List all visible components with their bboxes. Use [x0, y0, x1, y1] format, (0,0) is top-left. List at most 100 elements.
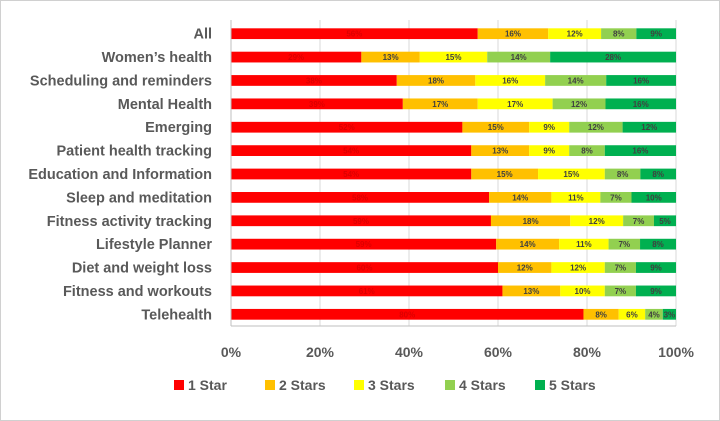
data-label: 12%: [589, 217, 605, 226]
bar-segment: [559, 238, 609, 250]
data-label: 8%: [581, 147, 593, 156]
data-label: 18%: [428, 76, 444, 85]
bar-segment: [489, 192, 552, 203]
bar-segment: [605, 98, 676, 110]
bar-segment: [498, 262, 552, 273]
bar-segment: [608, 238, 641, 250]
legend-label: 1 Star: [188, 377, 227, 393]
data-label: 12%: [571, 100, 587, 109]
bar-segment: [231, 308, 584, 320]
data-label: 29%: [288, 53, 304, 62]
data-label: 15%: [445, 53, 461, 62]
data-label: 8%: [595, 310, 607, 319]
data-label: 17%: [507, 100, 523, 109]
category-label: Scheduling and reminders: [30, 73, 212, 89]
data-label: 9%: [543, 147, 555, 156]
data-label: 13%: [383, 53, 399, 62]
data-label: 18%: [523, 217, 539, 226]
bar-segment: [600, 192, 632, 203]
data-label: 15%: [497, 170, 513, 179]
bar-segment: [606, 75, 676, 86]
data-label: 12%: [517, 264, 533, 273]
legend-swatch: [265, 380, 275, 390]
bar-segment: [231, 145, 472, 156]
data-label: 15%: [488, 123, 504, 132]
bar-segment: [490, 215, 571, 227]
data-label: 17%: [432, 100, 448, 109]
bar-segment: [471, 168, 539, 180]
data-label: 58%: [352, 193, 368, 202]
bar-segment: [529, 121, 570, 133]
category-label: Lifestyle Planner: [96, 237, 212, 253]
category-label: Education and Information: [28, 167, 212, 183]
bar-segment: [545, 75, 607, 86]
data-label: 16%: [633, 100, 649, 109]
bar-segment: [231, 192, 490, 203]
x-tick-label: 40%: [395, 344, 424, 360]
data-label: 13%: [523, 287, 539, 296]
data-label: 60%: [356, 264, 372, 273]
bar-segment: [231, 28, 478, 40]
bar-segment: [231, 285, 503, 297]
bar-segment: [601, 28, 637, 40]
bar-segment: [529, 145, 570, 156]
bar-segment: [231, 215, 491, 227]
bar-segment: [623, 215, 654, 227]
bar-segment: [548, 28, 602, 40]
category-label: Emerging: [145, 120, 212, 136]
legend-label: 2 Stars: [279, 377, 326, 393]
data-label: 7%: [615, 287, 627, 296]
data-label: 14%: [520, 240, 536, 249]
x-tick-label: 60%: [484, 344, 513, 360]
bar-segment: [487, 51, 551, 63]
bar-segment: [402, 98, 478, 110]
data-label: 10%: [646, 193, 662, 202]
data-label: 3%: [664, 310, 676, 319]
bar-segment: [231, 121, 463, 133]
bar-segment: [569, 121, 623, 133]
bar-segment: [475, 75, 546, 86]
data-label: 8%: [613, 30, 625, 39]
bar-segment: [622, 121, 676, 133]
category-label: Fitness activity tracking: [47, 214, 212, 230]
data-label: 16%: [502, 76, 518, 85]
bar-segment: [604, 168, 641, 180]
data-label: 14%: [512, 193, 528, 202]
data-label: 14%: [568, 76, 584, 85]
data-label: 5%: [659, 217, 671, 226]
data-label: 9%: [650, 287, 662, 296]
legend-label: 3 Stars: [368, 377, 415, 393]
x-tick-label: 0%: [221, 344, 242, 360]
data-label: 13%: [492, 147, 508, 156]
category-label: Sleep and meditation: [66, 190, 212, 206]
bar-segment: [419, 51, 488, 63]
data-label: 7%: [619, 240, 631, 249]
bar-segment: [462, 121, 530, 133]
data-label: 6%: [626, 310, 638, 319]
category-label: Mental Health: [118, 97, 212, 113]
bar-segment: [231, 75, 397, 86]
bar-segment: [231, 168, 472, 180]
data-label: 12%: [567, 30, 583, 39]
data-label: 16%: [505, 30, 521, 39]
bar-segment: [640, 238, 676, 250]
bar-segment: [570, 215, 624, 227]
bar-segment: [662, 308, 676, 320]
legend-swatch: [445, 380, 455, 390]
data-label: 12%: [588, 123, 604, 132]
bar-segment: [551, 262, 605, 273]
x-tick-label: 20%: [306, 344, 335, 360]
data-label: 12%: [641, 123, 657, 132]
x-tick-label: 100%: [658, 344, 694, 360]
legend-swatch: [535, 380, 545, 390]
bar-segment: [231, 51, 362, 63]
data-label: 14%: [511, 53, 527, 62]
data-label: 8%: [652, 170, 664, 179]
bar-segment: [604, 285, 636, 297]
legend-swatch: [174, 380, 184, 390]
data-label: 7%: [610, 193, 622, 202]
data-label: 7%: [615, 264, 627, 273]
data-label: 16%: [632, 147, 648, 156]
